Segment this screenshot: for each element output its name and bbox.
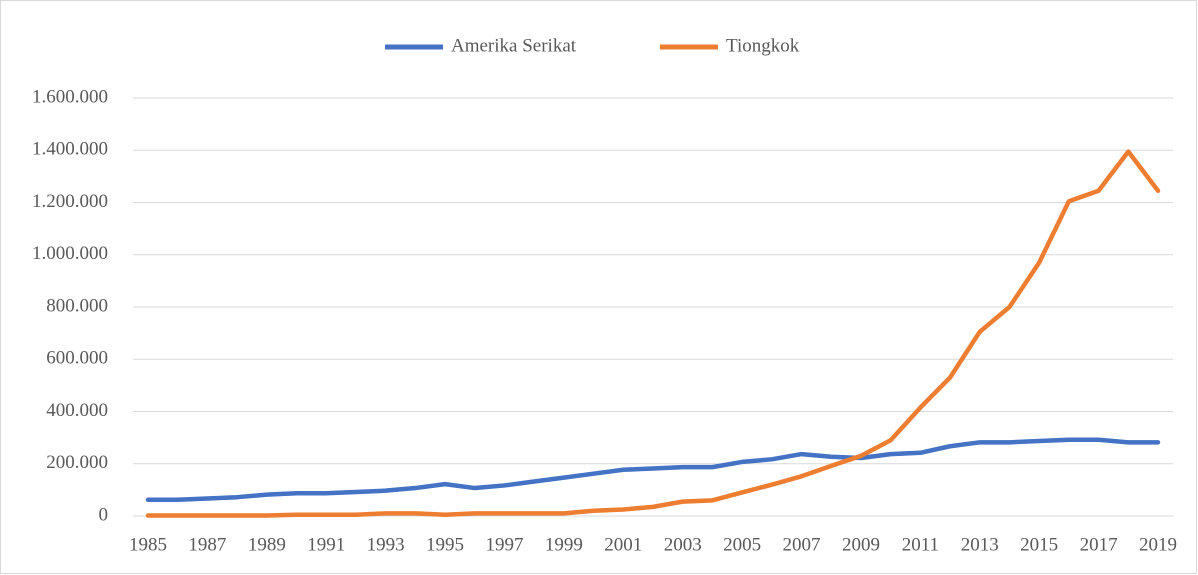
x-tick-label: 2011 xyxy=(902,534,939,555)
y-tick-label: 1.600.000 xyxy=(32,86,108,107)
x-tick-label: 1985 xyxy=(129,534,167,555)
y-tick-label: 800.000 xyxy=(46,295,108,316)
legend-label: Amerika Serikat xyxy=(451,35,577,56)
x-tick-label: 2017 xyxy=(1080,534,1118,555)
x-tick-label: 2005 xyxy=(723,534,761,555)
legend-label: Tiongkok xyxy=(726,35,800,56)
series-line xyxy=(145,149,1161,518)
x-tick-label: 2007 xyxy=(783,534,821,555)
x-tick-label: 2001 xyxy=(604,534,642,555)
y-tick-label: 200.000 xyxy=(46,452,108,473)
y-tick-label: 1.400.000 xyxy=(32,139,108,160)
x-tick-label: 1993 xyxy=(367,534,405,555)
x-tick-label: 1987 xyxy=(188,534,226,555)
x-tick-label: 2003 xyxy=(664,534,702,555)
y-tick-label: 400.000 xyxy=(46,400,108,421)
x-tick-label: 2009 xyxy=(842,534,880,555)
x-tick-label: 1989 xyxy=(248,534,286,555)
y-tick-label: 1.200.000 xyxy=(32,191,108,212)
y-tick-label: 0 xyxy=(99,504,109,525)
series-line xyxy=(145,437,1161,503)
x-tick-label: 2019 xyxy=(1139,534,1177,555)
x-tick-label: 1995 xyxy=(426,534,464,555)
y-tick-label: 600.000 xyxy=(46,348,108,369)
x-tick-label: 2013 xyxy=(961,534,999,555)
x-tick-label: 2015 xyxy=(1020,534,1058,555)
x-tick-label: 1997 xyxy=(485,534,523,555)
y-tick-label: 1.000.000 xyxy=(32,243,108,264)
x-tick-label: 1991 xyxy=(307,534,345,555)
x-tick-label: 1999 xyxy=(545,534,583,555)
